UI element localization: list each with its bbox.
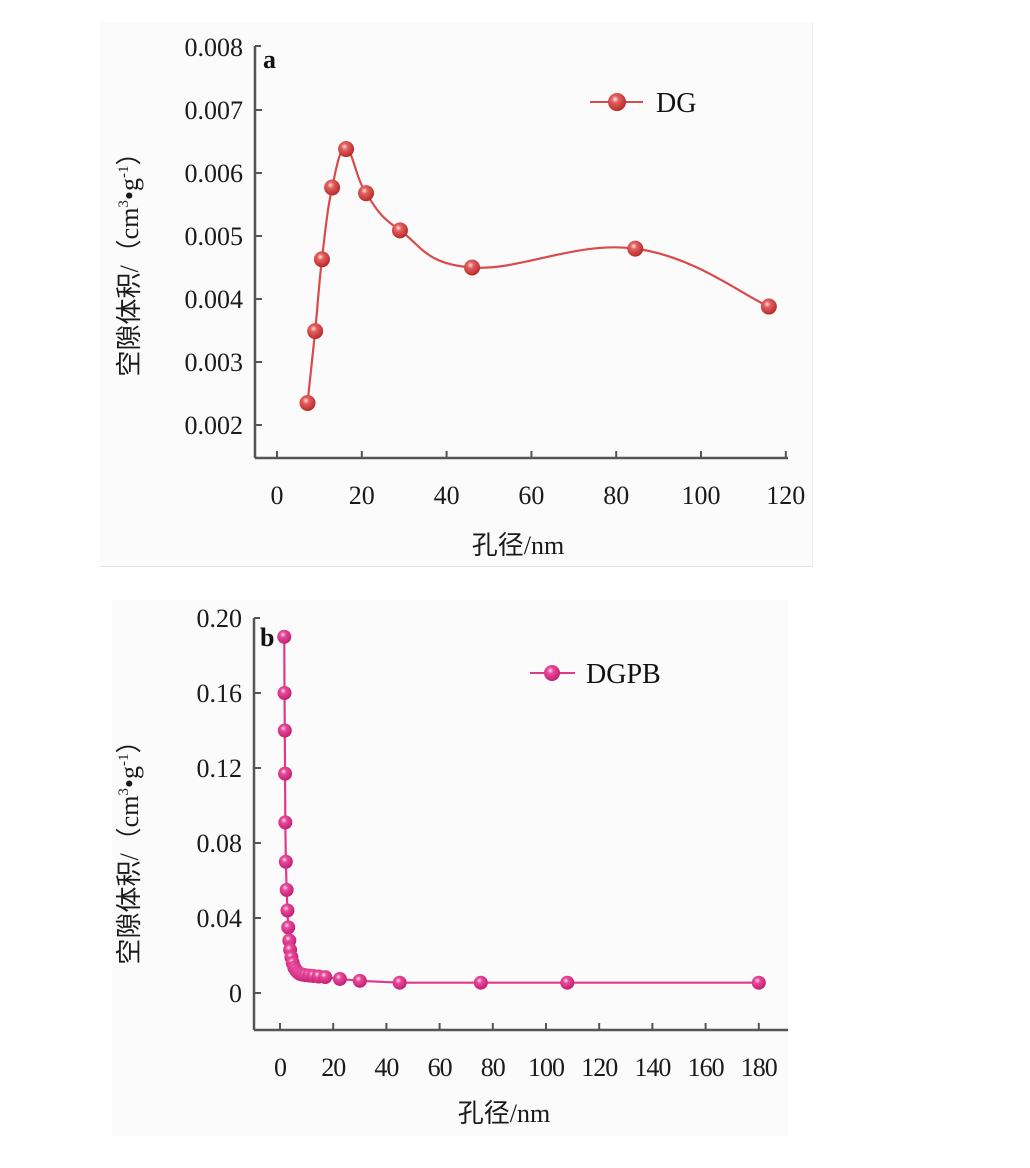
y-tick-label: 0 <box>229 979 242 1008</box>
legend-label-dg: DG <box>656 88 696 119</box>
x-tick-label: 60 <box>428 1053 453 1082</box>
data-point-dgpb <box>278 766 293 781</box>
x-tick-label: 40 <box>374 1053 399 1082</box>
y-tick-label: 0.005 <box>185 222 244 251</box>
data-point-dg <box>358 185 375 202</box>
x-tick-label: 120 <box>581 1053 618 1082</box>
y-tick-label: 0.008 <box>185 33 244 62</box>
chart-a-series-dg <box>299 141 777 411</box>
x-tick-label: 0 <box>274 1053 287 1082</box>
x-tick-label: 160 <box>688 1053 725 1082</box>
x-tick-label: 80 <box>603 481 629 510</box>
chart-panel-a: a 0.002 0.003 0.004 0.005 0.006 0.007 0.008 0 2… <box>100 22 813 567</box>
x-tick-label: 180 <box>741 1053 778 1082</box>
chart-b-series-dgpb <box>277 629 766 990</box>
series-line-dg <box>306 147 770 404</box>
chart-b-x-tick-labels: 0 20 40 60 80 100 120 140 160 180 <box>274 1053 779 1082</box>
x-tick-label: 40 <box>434 481 460 510</box>
data-point-dgpb <box>279 882 294 897</box>
data-point-dg <box>760 298 777 315</box>
chart-b-svg: b 0 0.04 0.08 0.12 0.16 0.20 0 20 40 60 80 100 120 1… <box>115 604 788 1128</box>
x-tick-label: 80 <box>481 1053 506 1082</box>
y-tick-label: 0.006 <box>185 159 244 188</box>
x-tick-label: 120 <box>766 481 805 510</box>
y-tick-label: 0.04 <box>197 904 243 933</box>
chart-b-axes <box>252 617 788 1032</box>
data-point-dgpb <box>332 971 347 986</box>
chart-b-x-axis-title: 孔径/nm <box>458 1099 550 1128</box>
legend-marker-dg <box>608 93 626 111</box>
data-point-dg <box>338 141 355 158</box>
data-point-dg <box>391 222 408 239</box>
chart-a-x-axis-title: 孔径/nm <box>472 531 564 560</box>
y-tick-label: 0.002 <box>185 411 244 440</box>
chart-a-legend: DG <box>590 88 696 119</box>
y-tick-label: 0.20 <box>197 604 243 633</box>
x-tick-label: 0 <box>271 481 284 510</box>
x-tick-label: 20 <box>321 1053 346 1082</box>
data-point-dgpb <box>277 686 292 700</box>
x-tick-label: 140 <box>634 1053 671 1082</box>
y-tick-label: 0.007 <box>185 96 244 125</box>
y-tick-label: 0.08 <box>197 829 243 858</box>
chart-b-legend: DGPB <box>530 659 661 690</box>
chart-a-y-tick-labels: 0.002 0.003 0.004 0.005 0.006 0.007 0.008 <box>185 33 244 440</box>
legend-label-dgpb: DGPB <box>586 659 661 690</box>
x-tick-label: 100 <box>682 481 721 510</box>
panel-label-b: b <box>260 623 274 652</box>
y-tick-label: 0.12 <box>197 754 243 783</box>
data-point-dgpb <box>318 970 333 985</box>
data-point-dgpb <box>277 723 292 738</box>
data-point-dg <box>313 251 330 268</box>
legend-marker-dgpb <box>544 665 560 681</box>
data-point-dg <box>307 323 324 340</box>
chart-b-y-axis-title: 空隙体积/（cm3•g-1） <box>115 727 144 964</box>
x-tick-label: 20 <box>349 481 375 510</box>
panel-label-a: a <box>263 45 276 74</box>
data-point-dgpb <box>751 975 766 990</box>
y-tick-label: 0.16 <box>197 679 243 708</box>
data-point-dgpb <box>352 973 367 988</box>
chart-a-x-tick-labels: 0 20 40 60 80 100 120 <box>271 481 806 510</box>
chart-b-y-tick-labels: 0 0.04 0.08 0.12 0.16 0.20 <box>197 604 243 1008</box>
data-point-dgpb <box>281 920 296 935</box>
chart-a-y-axis-title: 空隙体积/（cm3•g-1） <box>115 139 144 376</box>
data-point-dgpb <box>278 815 293 830</box>
data-point-dg <box>299 394 316 411</box>
x-tick-label: 60 <box>518 481 544 510</box>
data-point-dgpb <box>278 854 293 869</box>
data-point-dgpb <box>392 975 407 990</box>
data-point-dg <box>324 179 341 196</box>
data-point-dgpb <box>560 975 575 990</box>
data-point-dgpb <box>280 903 295 918</box>
chart-a-svg: a 0.002 0.003 0.004 0.005 0.006 0.007 0.008 0 2… <box>115 33 806 560</box>
data-point-dgpb <box>473 975 488 990</box>
data-point-dg <box>627 240 644 257</box>
data-point-dgpb <box>277 629 292 644</box>
chart-panel-b: b 0 0.04 0.08 0.12 0.16 0.20 0 20 40 60 80 100 120 1… <box>112 600 788 1136</box>
y-tick-label: 0.004 <box>185 285 244 314</box>
series-line-dgpb <box>283 636 759 984</box>
x-tick-label: 100 <box>528 1053 565 1082</box>
y-tick-label: 0.003 <box>185 348 244 377</box>
chart-a-axes <box>253 45 788 460</box>
data-point-dg <box>464 259 481 276</box>
